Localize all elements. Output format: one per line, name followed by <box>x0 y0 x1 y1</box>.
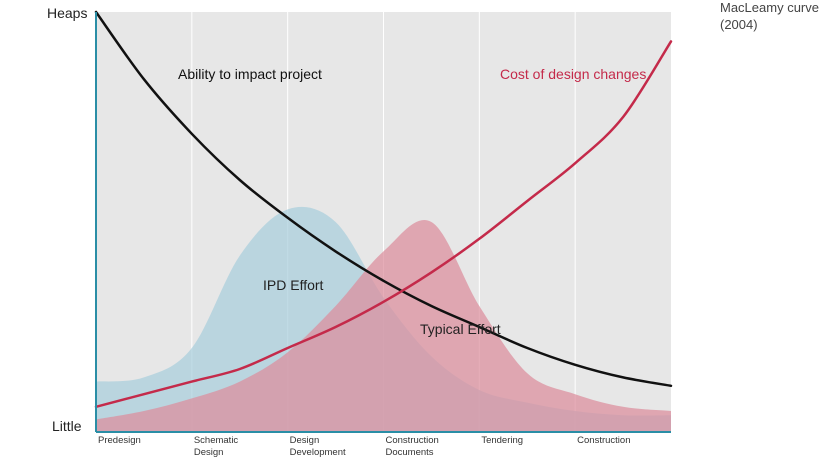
cost-series-label: Cost of design changes <box>500 66 646 82</box>
x-tick-label: Construction Documents <box>386 435 439 458</box>
cost-of-design-changes-line <box>94 40 673 409</box>
effort-areas <box>96 206 671 432</box>
y-tick-label-top: Heaps <box>47 5 87 21</box>
ipd-effort-label: IPD Effort <box>263 277 324 293</box>
curve-lines <box>94 10 673 409</box>
y-tick-label-bottom: Little <box>52 418 82 434</box>
typical-effort-label: Typical Effort <box>420 321 501 337</box>
ability-series-label: Ability to impact project <box>178 66 322 82</box>
x-tick-label: Design Development <box>290 435 346 458</box>
chart-caption-title: MacLeamy curve <box>720 0 819 15</box>
ability-to-impact-project-line <box>94 10 673 388</box>
x-tick-label: Schematic Design <box>194 435 239 458</box>
chart-caption-year: (2004) <box>720 17 758 32</box>
x-tick-label: Tendering <box>481 435 523 446</box>
x-tick-label: Predesign <box>98 435 141 446</box>
x-tick-labels: Predesign Schematic Design Design Developmen… <box>98 435 631 458</box>
x-tick-label: Construction <box>577 435 630 446</box>
typical-effort-area <box>96 220 671 432</box>
axes <box>95 12 671 433</box>
